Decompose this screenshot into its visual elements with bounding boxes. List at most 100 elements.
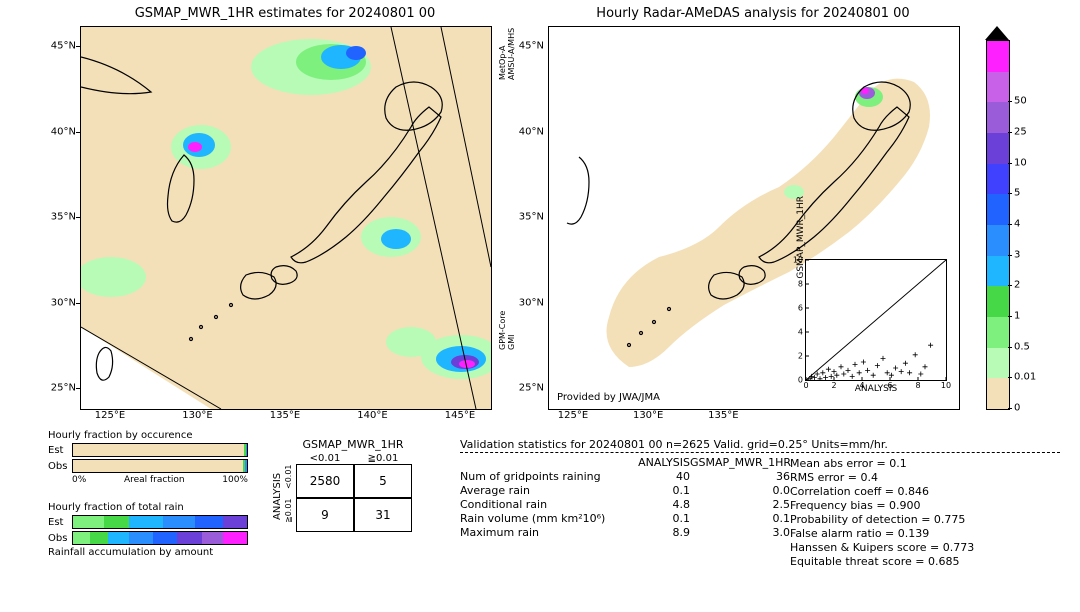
hf-bar-segment [104, 516, 128, 528]
left-ytick: 45°N [51, 41, 76, 52]
hf-occurrence-title: Hourly fraction by occurence [48, 430, 248, 441]
inset-xtick: 4 [859, 381, 864, 390]
vstats-row: Rain volume (mm km²10⁶)0.10.1 [460, 512, 790, 525]
hf-row-label: Obs [48, 533, 72, 544]
hf-bar-segment [245, 460, 247, 472]
vstats-row-b: 0.1 [690, 512, 790, 525]
vstats-title: Validation statistics for 20240801 00 n=… [460, 438, 1060, 451]
colorbar-tick: 4 [1014, 219, 1020, 230]
inset-xtick: 0 [803, 381, 808, 390]
right-ytick: 45°N [519, 41, 544, 52]
hf-bar-segment [108, 532, 129, 544]
hf-bar-segment [177, 532, 201, 544]
hf-bar-segment [153, 532, 177, 544]
inset-ytick: 0 [798, 376, 803, 385]
vstats-score-line: False alarm ratio = 0.139 [790, 527, 1020, 540]
vstats-row-label: Conditional rain [460, 498, 610, 511]
inset-ytick: 6 [798, 304, 803, 313]
colorbar-tick: 0 [1014, 403, 1020, 414]
hf-bar-segment [223, 532, 247, 544]
ctable-cell-00: 2580 [296, 464, 354, 498]
ctable-ylabel: ANALYSIS [272, 473, 283, 520]
sat-label-0: MetOp-A AMSU-A/MHS [498, 28, 516, 80]
right-ytick: 25°N [519, 383, 544, 394]
colorbar-segment [987, 286, 1009, 317]
left-map-panel [80, 26, 492, 410]
hf-row: Est [48, 443, 248, 457]
colorbar-tick: 5 [1014, 188, 1020, 199]
hourly-fraction-total-rain: Hourly fraction of total rain EstObs Rai… [48, 502, 248, 560]
hf-xaxis-mid: Areal fraction [124, 475, 185, 485]
ctable-cell-11: 31 [354, 498, 412, 532]
inset-ytick: 4 [798, 328, 803, 337]
colorbar-tick: 0.5 [1014, 341, 1030, 352]
colorbar-tick: 25 [1014, 127, 1027, 138]
vstats-row-b: 0.0 [690, 484, 790, 497]
left-xtick: 140°E [357, 410, 387, 421]
hf-bar [72, 531, 248, 545]
inset-xtick: 2 [831, 381, 836, 390]
left-xtick: 125°E [95, 410, 125, 421]
colorbar-segment [987, 72, 1009, 103]
vstats-row-a: 0.1 [610, 512, 690, 525]
colorbar-segment [987, 348, 1009, 379]
colorbar-segment [987, 133, 1009, 164]
ctable-colhead-1: ≧0.01 [354, 453, 412, 464]
validation-stats: Validation statistics for 20240801 00 n=… [460, 438, 1060, 569]
vstats-score-line: Equitable threat score = 0.685 [790, 555, 1020, 568]
colorbar [986, 40, 1010, 410]
vstats-score-line: Mean abs error = 0.1 [790, 457, 1020, 470]
left-panel-title: GSMAP_MWR_1HR estimates for 20240801 00 [80, 6, 490, 21]
hf-bar-segment [129, 532, 153, 544]
hf-bar [72, 443, 248, 457]
vstats-row-label: Average rain [460, 484, 610, 497]
inset-ylabel: GSMAP_MWR_1HR [796, 196, 806, 279]
vstats-row-b: 3.0 [690, 526, 790, 539]
left-xtick: 135°E [270, 410, 300, 421]
colorbar-segment [987, 256, 1009, 287]
left-xtick: 130°E [182, 410, 212, 421]
colorbar-segment [987, 378, 1009, 409]
hf-bar-segment [73, 532, 90, 544]
hf-bar-segment [129, 516, 164, 528]
vstats-row-b: 2.5 [690, 498, 790, 511]
right-xtick: 135°E [708, 410, 738, 421]
hourly-fraction-occurrence: Hourly fraction by occurence EstObs 0% A… [48, 430, 248, 485]
hf-bar-segment [73, 460, 243, 472]
vstats-score-line: Frequency bias = 0.900 [790, 499, 1020, 512]
right-xtick: 130°E [633, 410, 663, 421]
left-xtick: 145°E [445, 410, 475, 421]
hf-row-label: Obs [48, 461, 72, 472]
inset-scatter-panel: ANALYSIS GSMAP_MWR_1HR [805, 259, 947, 381]
inset-xtick: 10 [941, 381, 951, 390]
inset-svg [806, 260, 946, 380]
vstats-row: Num of gridpoints raining4036 [460, 470, 790, 483]
vstats-score-line: Probability of detection = 0.775 [790, 513, 1020, 526]
colorbar-segment [987, 102, 1009, 133]
vstats-row-b: 36 [690, 470, 790, 483]
hf-totalrain-title: Hourly fraction of total rain [48, 502, 248, 513]
hf-row: Est [48, 515, 248, 529]
vstats-divider [460, 452, 1060, 453]
hf-bar-segment [246, 444, 247, 456]
vstats-row-a: 8.9 [610, 526, 690, 539]
colorbar-segment [987, 317, 1009, 348]
vstats-row-a: 40 [610, 470, 690, 483]
hf-bar [72, 515, 248, 529]
figure-root: GSMAP_MWR_1HR estimates for 20240801 00 [0, 0, 1080, 612]
hf-bar-segment [195, 516, 223, 528]
left-precip-blobs [81, 39, 491, 379]
vstats-row-label: Num of gridpoints raining [460, 470, 610, 483]
ctable-colhead-0: <0.01 [296, 453, 354, 464]
vstats-row-label: Rain volume (mm km²10⁶) [460, 512, 610, 525]
vstats-row: Average rain0.10.0 [460, 484, 790, 497]
contingency-table: GSMAP_MWR_1HR <0.01 ≧0.01 <0.01 2580 5 ≧… [278, 438, 428, 532]
hf-bar-segment [223, 516, 247, 528]
provided-by-label: Provided by JWA/JMA [557, 392, 660, 403]
right-xtick: 125°E [558, 410, 588, 421]
inset-xtick: 8 [915, 381, 920, 390]
hf-bar [72, 459, 248, 473]
right-ytick: 35°N [519, 212, 544, 223]
ctable-title: GSMAP_MWR_1HR [278, 438, 428, 451]
left-mask-white [81, 327, 211, 409]
